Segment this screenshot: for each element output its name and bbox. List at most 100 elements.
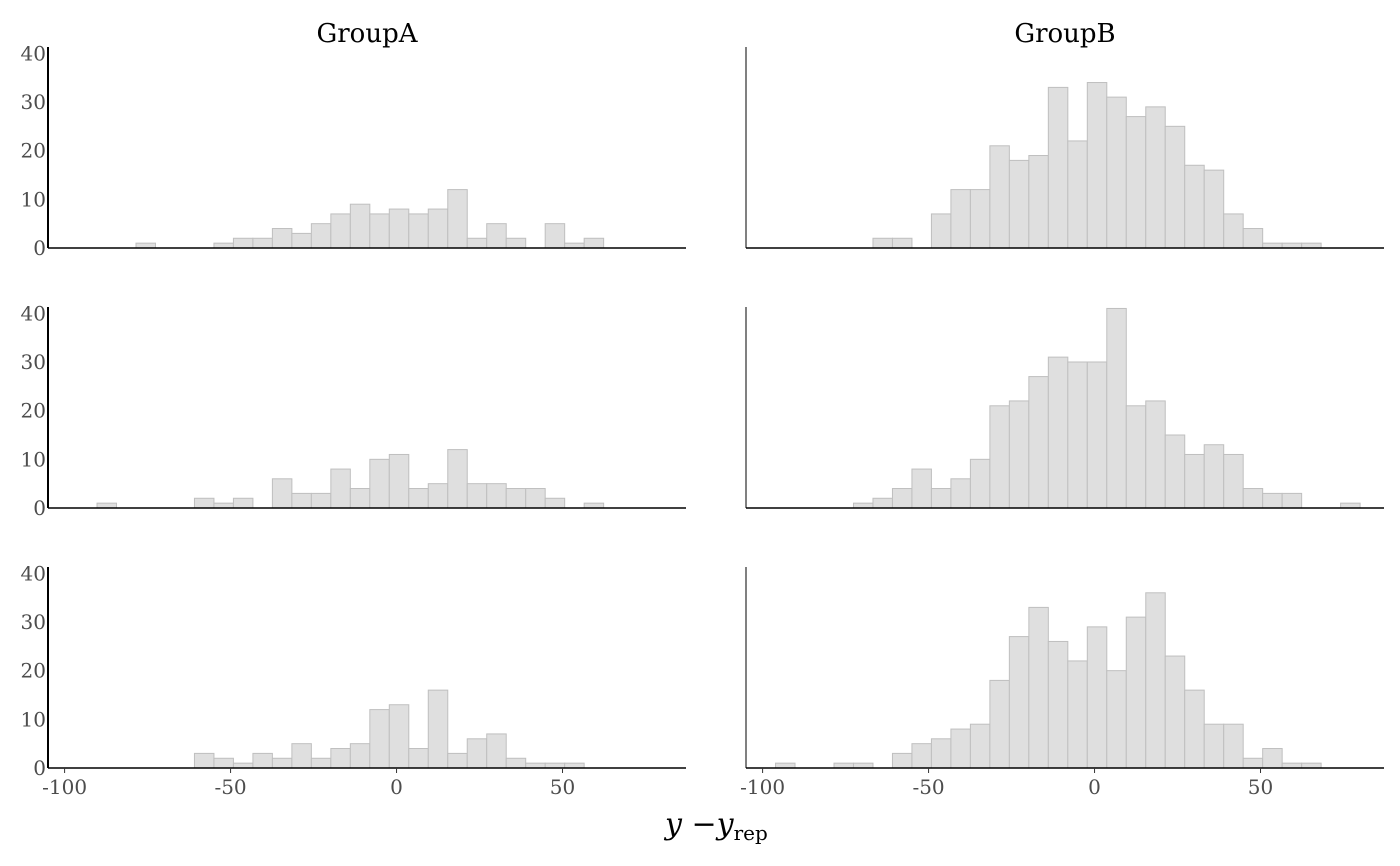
histogram-bar bbox=[969, 458, 991, 509]
x-tick-label: -50 bbox=[912, 775, 944, 799]
histogram-bar bbox=[969, 723, 991, 769]
histogram-bar bbox=[408, 748, 429, 769]
histogram-bar bbox=[989, 405, 1010, 509]
facet-title-groupa: GroupA bbox=[316, 19, 418, 49]
histogram-bar bbox=[466, 237, 488, 249]
histogram-bar bbox=[1086, 361, 1108, 509]
histogram-bar bbox=[989, 679, 1010, 769]
histogram-bar bbox=[388, 704, 410, 769]
histogram-bar bbox=[1008, 400, 1030, 509]
histogram-bar bbox=[1008, 159, 1030, 249]
y-tick-label: 20 bbox=[21, 659, 46, 683]
histogram-bar bbox=[544, 223, 566, 249]
histogram-bar bbox=[408, 213, 429, 249]
histogram-bar bbox=[872, 237, 893, 249]
panel-groupb-row2 bbox=[745, 307, 1384, 509]
histogram-bar bbox=[891, 237, 913, 249]
histogram-bar bbox=[1028, 376, 1049, 509]
x-axis-label-main: y −y bbox=[663, 807, 735, 842]
histogram-bar bbox=[1047, 356, 1069, 509]
histogram-bar bbox=[1125, 616, 1147, 769]
panel-groupa-row2: 0 10 20 30 40 bbox=[21, 301, 686, 520]
histogram-bar bbox=[930, 488, 952, 509]
histogram-bar bbox=[1262, 748, 1283, 769]
histogram-bar bbox=[1028, 155, 1049, 249]
histogram-bar bbox=[1028, 606, 1049, 769]
histogram-bar bbox=[1242, 228, 1264, 249]
histogram-bar bbox=[310, 757, 332, 769]
histogram-bar bbox=[1067, 361, 1088, 509]
histogram-bar bbox=[271, 478, 293, 509]
histogram-bar bbox=[232, 237, 254, 249]
x-tick-label: 50 bbox=[1248, 775, 1273, 799]
histogram-bar bbox=[193, 497, 215, 509]
histogram-bar bbox=[1047, 86, 1069, 249]
histogram-bar bbox=[369, 709, 390, 769]
y-tick-label: 20 bbox=[21, 139, 46, 163]
x-axis-label: y −yrep bbox=[663, 807, 768, 845]
histogram-bar bbox=[388, 453, 410, 509]
y-tick-label: 10 bbox=[21, 187, 46, 211]
histogram-bar bbox=[969, 189, 991, 249]
histogram-bar bbox=[310, 223, 332, 249]
histogram-bar bbox=[950, 189, 971, 249]
histogram-bar bbox=[466, 483, 488, 509]
histogram-bar bbox=[427, 483, 449, 509]
y-tick-label: 30 bbox=[21, 350, 46, 374]
histogram-bar bbox=[1242, 488, 1264, 509]
histogram-bar bbox=[447, 449, 468, 509]
histogram-bar bbox=[1067, 140, 1088, 249]
y-tick-label: 30 bbox=[21, 610, 46, 634]
histogram-bar bbox=[544, 497, 566, 509]
x-tick-label: -50 bbox=[214, 775, 246, 799]
histogram-bar bbox=[891, 752, 913, 769]
y-tick-label: 40 bbox=[21, 301, 46, 325]
histogram-bar bbox=[1106, 670, 1127, 769]
histogram-bar bbox=[291, 743, 312, 769]
histogram-bar bbox=[291, 492, 312, 509]
histogram-bar bbox=[1145, 400, 1166, 509]
x-tick-label: -100 bbox=[740, 775, 785, 799]
histogram-bar bbox=[1242, 757, 1264, 769]
y-tick-label: 10 bbox=[21, 447, 46, 471]
histogram-bar bbox=[1008, 636, 1030, 769]
histogram-bar bbox=[1047, 640, 1069, 769]
histogram-bar bbox=[486, 733, 507, 769]
histogram-bar bbox=[369, 213, 390, 249]
histogram-bar bbox=[1203, 169, 1225, 249]
histogram-bar bbox=[271, 228, 293, 249]
histogram-bar bbox=[1067, 660, 1088, 769]
histogram-bar bbox=[1145, 592, 1166, 769]
histogram-bar bbox=[1223, 453, 1244, 509]
y-tick-label: 40 bbox=[21, 41, 46, 65]
panel-groupb-row1 bbox=[745, 47, 1384, 249]
histogram-bar bbox=[291, 232, 312, 249]
histogram-bar bbox=[1125, 116, 1147, 249]
histogram-bar bbox=[310, 492, 332, 509]
histogram-bar bbox=[1086, 82, 1108, 249]
panel-groupa-row1: 0 10 20 30 40 bbox=[21, 41, 686, 260]
histogram-bar bbox=[271, 757, 293, 769]
histogram-bar bbox=[911, 743, 932, 769]
histogram-bar bbox=[486, 483, 507, 509]
histogram-bar bbox=[349, 488, 371, 509]
panel-groupa-row3: 0 10 20 30 40 -100 -50 0 50 bbox=[21, 561, 686, 799]
histogram-bar bbox=[330, 213, 351, 249]
histogram-bar bbox=[1164, 125, 1186, 249]
facet-title-groupb: GroupB bbox=[1014, 19, 1115, 49]
histogram-bar bbox=[1164, 434, 1186, 509]
histogram-bar bbox=[1184, 164, 1205, 249]
histogram-bar bbox=[989, 145, 1010, 249]
histogram-bar bbox=[193, 752, 215, 769]
histogram-bar bbox=[232, 497, 254, 509]
histogram-bar bbox=[349, 203, 371, 249]
y-tick-label: 30 bbox=[21, 90, 46, 114]
histogram-bar bbox=[486, 223, 507, 249]
histogram-bar bbox=[930, 213, 952, 249]
x-axis-label-subscript: rep bbox=[734, 821, 768, 845]
histogram-bar bbox=[213, 757, 234, 769]
histogram-bar bbox=[1106, 96, 1127, 249]
x-tick-label: 0 bbox=[390, 775, 403, 799]
y-tick-label: 0 bbox=[33, 756, 46, 780]
